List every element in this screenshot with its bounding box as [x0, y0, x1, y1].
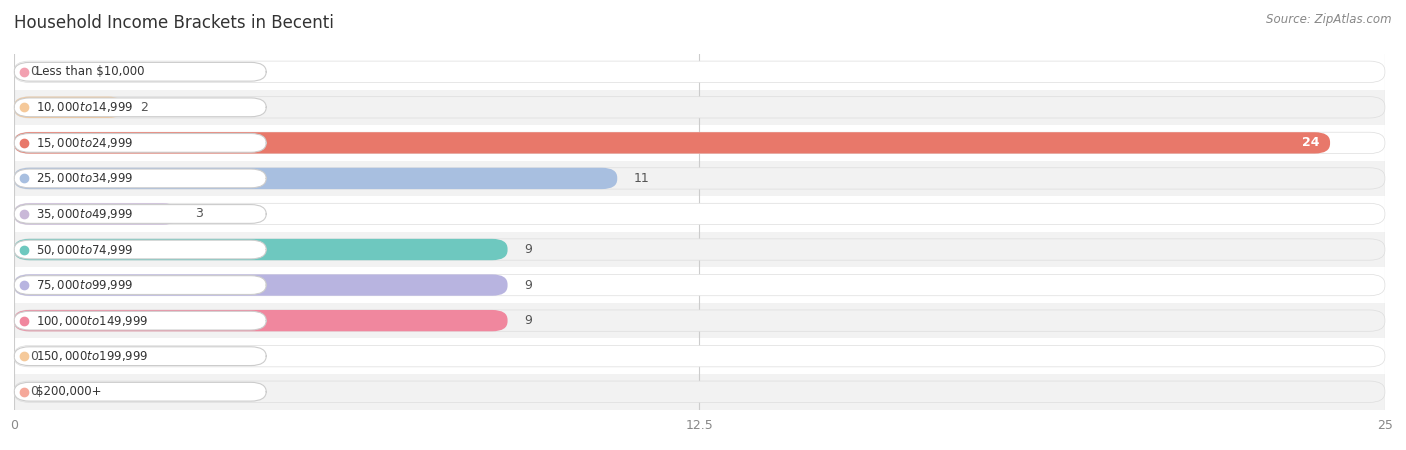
Text: $15,000 to $24,999: $15,000 to $24,999 [37, 136, 134, 150]
FancyBboxPatch shape [14, 276, 266, 294]
Text: $50,000 to $74,999: $50,000 to $74,999 [37, 243, 134, 256]
Bar [14, 374, 1385, 410]
Text: 0: 0 [31, 65, 38, 78]
Text: $35,000 to $49,999: $35,000 to $49,999 [37, 207, 134, 221]
FancyBboxPatch shape [14, 61, 1385, 82]
FancyBboxPatch shape [14, 381, 1385, 402]
Text: 0: 0 [31, 385, 38, 398]
Text: 11: 11 [634, 172, 650, 185]
FancyBboxPatch shape [14, 132, 1385, 153]
FancyBboxPatch shape [14, 97, 1385, 118]
FancyBboxPatch shape [14, 240, 266, 259]
Text: 2: 2 [141, 101, 148, 114]
Text: $25,000 to $34,999: $25,000 to $34,999 [37, 171, 134, 185]
FancyBboxPatch shape [14, 203, 1385, 225]
FancyBboxPatch shape [14, 203, 179, 225]
FancyBboxPatch shape [14, 205, 266, 223]
FancyBboxPatch shape [14, 274, 1385, 296]
FancyBboxPatch shape [14, 382, 266, 401]
Bar [14, 196, 1385, 232]
Bar [14, 232, 1385, 267]
FancyBboxPatch shape [14, 169, 266, 188]
FancyBboxPatch shape [14, 274, 508, 296]
FancyBboxPatch shape [14, 347, 266, 365]
Text: $100,000 to $149,999: $100,000 to $149,999 [37, 314, 149, 328]
FancyBboxPatch shape [14, 310, 508, 331]
Bar [14, 125, 1385, 161]
FancyBboxPatch shape [14, 310, 1385, 331]
Text: 3: 3 [195, 207, 202, 220]
FancyBboxPatch shape [14, 134, 266, 152]
Text: Household Income Brackets in Becenti: Household Income Brackets in Becenti [14, 14, 335, 32]
Text: 24: 24 [1302, 136, 1319, 149]
FancyBboxPatch shape [14, 311, 266, 330]
FancyBboxPatch shape [14, 346, 1385, 367]
Text: $200,000+: $200,000+ [37, 385, 101, 398]
Text: Source: ZipAtlas.com: Source: ZipAtlas.com [1267, 14, 1392, 27]
Bar [14, 90, 1385, 125]
FancyBboxPatch shape [14, 168, 617, 189]
FancyBboxPatch shape [14, 132, 1330, 153]
FancyBboxPatch shape [14, 239, 508, 260]
Text: $10,000 to $14,999: $10,000 to $14,999 [37, 100, 134, 114]
FancyBboxPatch shape [14, 239, 1385, 260]
Bar [14, 303, 1385, 338]
Text: $150,000 to $199,999: $150,000 to $199,999 [37, 349, 149, 363]
Text: 9: 9 [524, 243, 531, 256]
Text: 9: 9 [524, 279, 531, 292]
FancyBboxPatch shape [14, 63, 266, 81]
FancyBboxPatch shape [14, 97, 124, 118]
FancyBboxPatch shape [14, 168, 1385, 189]
FancyBboxPatch shape [14, 98, 266, 117]
Bar [14, 267, 1385, 303]
Bar [14, 338, 1385, 374]
Text: 0: 0 [31, 350, 38, 363]
Text: Less than $10,000: Less than $10,000 [37, 65, 145, 78]
Bar [14, 54, 1385, 90]
Text: $75,000 to $99,999: $75,000 to $99,999 [37, 278, 134, 292]
Bar [14, 161, 1385, 196]
Text: 9: 9 [524, 314, 531, 327]
